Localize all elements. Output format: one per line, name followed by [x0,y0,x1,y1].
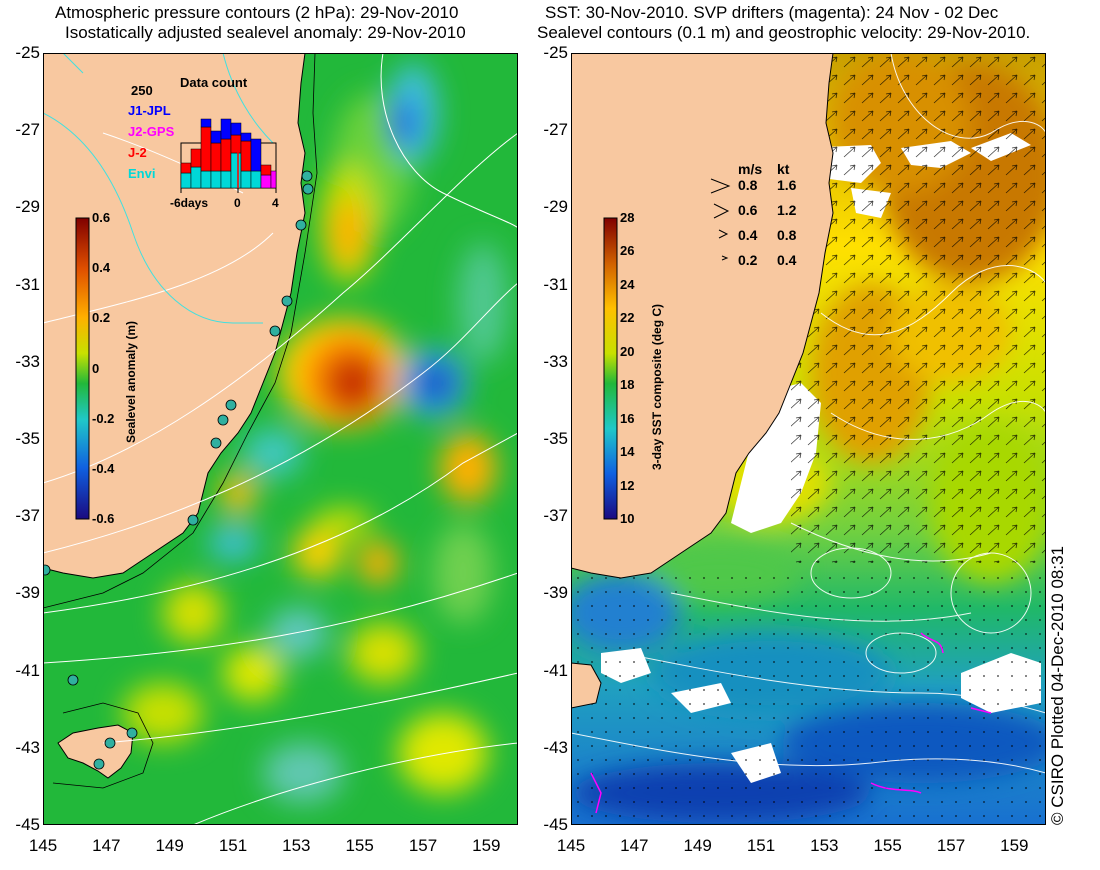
colorbar-tick-label: 28 [620,210,635,225]
velocity-legend-ms: 0.8 [738,177,758,193]
sealevel-colorbar [75,217,90,520]
x-tick-label: 147 [92,836,121,855]
y-tick-label: -31 [543,274,568,294]
x-tick-label: 149 [155,836,184,855]
colorbar-tick-label: -0.2 [92,410,115,426]
data-count-x-tick: 0 [234,196,241,210]
velocity-legend-kt: 1.6 [777,177,797,193]
velocity-legend-arrows [710,178,731,261]
x-tick-label: 157 [936,836,966,855]
colorbar-tick-label: 22 [620,310,635,326]
colorbar-tick-label: 0 [92,360,100,376]
y-tick-label: -39 [15,583,40,603]
x-tick-label: 147 [620,836,649,855]
colorbar-tick-label: 16 [620,410,635,426]
y-tick-label: -43 [15,737,40,757]
colorbar-tick-label: 0.2 [92,310,111,326]
y-tick-label: -35 [15,429,40,448]
x-tick-label: 155 [873,836,902,855]
x-tick-label: 159 [472,836,501,855]
left-title-line2: Isostatically adjusted sealevel anomaly:… [65,23,466,42]
y-tick-label: -33 [15,351,40,371]
data-count-x-tick: -6days [170,196,209,210]
colorbar-tick-label: 18 [620,377,635,393]
velocity-legend-ms: 0.4 [738,227,758,243]
velocity-legend-header-kt: kt [777,161,790,177]
y-tick-label: -33 [543,351,568,371]
x-tick-label: 159 [1000,836,1029,855]
y-tick-label: -25 [15,43,40,62]
y-tick-label: -39 [543,583,568,603]
y-tick-label: -43 [543,737,568,757]
y-tick-label: -37 [543,506,568,526]
colorbar-tick-label: 10 [620,511,635,526]
colorbar-tick-label: 0.4 [92,260,111,276]
y-tick-label: -25 [543,43,568,62]
x-tick-label: 153 [282,836,311,855]
colorbar-tick-label: 26 [620,243,635,259]
colorbar-tick-label: -0.6 [92,511,115,526]
velocity-legend-kt: 0.4 [777,252,797,268]
velocity-legend-header-ms: m/s [738,161,763,177]
sst-colorbar-label: 3-day SST composite (deg C) [650,303,664,470]
x-tick-label: 151 [746,836,776,855]
x-tick-label: 153 [810,836,839,855]
credit-text: © CSIRO Plotted 04-Dec-2010 08:31 [1048,545,1067,825]
y-tick-label: -27 [543,120,568,140]
colorbar-tick-label: 0.6 [92,210,111,225]
data-count-histogram [180,118,277,193]
sealevel-colorbar-label: Sealevel anomaly (m) [124,320,138,443]
x-tick-label: 151 [218,836,248,855]
data-count-series-label: Envi [128,166,156,181]
data-count-title: Data count [180,75,248,90]
right-title-line2: Sealevel contours (0.1 m) and geostrophi… [537,23,1031,42]
right-title-line1: SST: 30-Nov-2010. SVP drifters (magenta)… [545,3,999,22]
y-tick-label: -27 [15,120,40,140]
x-tick-label: 149 [683,836,712,855]
y-tick-label: -45 [543,815,568,834]
data-count-series-label: J2-GPS [128,124,175,139]
x-tick-label: 145 [28,836,58,855]
data-count-series-label: J-2 [128,145,147,160]
sst-map [571,53,1046,825]
x-tick-label: 145 [556,836,586,855]
y-tick-label: -31 [15,274,40,294]
y-tick-label: -35 [543,429,568,448]
velocity-legend-ms: 0.6 [738,202,758,218]
x-tick-label: 155 [345,836,374,855]
colorbar-tick-label: 14 [620,444,635,460]
colorbar-tick-label: 12 [620,477,635,493]
velocity-legend-kt: 0.8 [777,227,797,243]
velocity-legend-ms: 0.2 [738,252,758,268]
velocity-legend-kt: 1.2 [777,202,797,218]
colorbar-tick-label: -0.4 [92,460,115,476]
y-tick-label: -29 [15,197,40,217]
sst-colorbar [603,217,618,520]
sealevel-anomaly-map [43,53,518,825]
colorbar-tick-label: 20 [620,343,635,359]
y-tick-label: -29 [543,197,568,217]
left-title-line1: Atmospheric pressure contours (2 hPa): 2… [55,3,459,22]
y-tick-label: -45 [15,815,40,834]
colorbar-tick-label: 24 [620,276,635,292]
data-count-ymax: 250 [131,83,153,98]
x-tick-label: 157 [408,836,438,855]
y-tick-label: -37 [15,506,40,526]
y-tick-label: -41 [15,660,40,680]
data-count-series-label: J1-JPL [128,103,171,118]
data-count-x-tick: 4 [272,196,279,210]
y-tick-label: -41 [543,660,568,680]
